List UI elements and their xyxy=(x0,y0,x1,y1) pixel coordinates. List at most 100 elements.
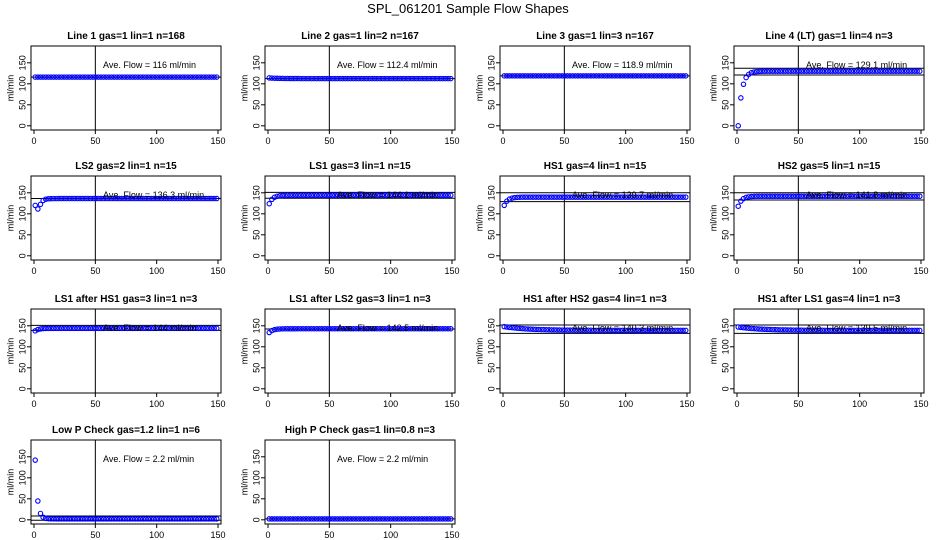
data-point xyxy=(195,74,202,80)
data-point xyxy=(643,73,650,79)
data-point xyxy=(614,194,621,200)
data-point xyxy=(334,192,341,199)
data-point xyxy=(898,68,905,74)
data-point xyxy=(543,73,550,79)
data-point xyxy=(384,325,391,332)
data-point xyxy=(416,325,422,332)
x-tick-label: 0 xyxy=(31,530,36,540)
data-point xyxy=(153,516,160,522)
y-tick-label: 50 xyxy=(251,494,261,504)
data-point xyxy=(371,516,378,522)
y-tick-label: 150 xyxy=(17,318,27,333)
data-point xyxy=(885,327,891,334)
data-point xyxy=(87,195,94,202)
y-tick-label: 100 xyxy=(17,339,27,354)
data-point xyxy=(675,194,681,200)
data-point xyxy=(295,192,301,199)
data-point xyxy=(540,194,547,200)
y-tick-label: 0 xyxy=(251,253,261,258)
data-point xyxy=(880,193,886,199)
data-point xyxy=(158,516,165,522)
data-point xyxy=(169,516,175,522)
data-point xyxy=(817,193,823,199)
data-point xyxy=(895,193,902,199)
data-point xyxy=(656,194,663,200)
data-point xyxy=(509,195,515,201)
x-tick-label: 100 xyxy=(618,266,633,276)
data-point xyxy=(640,73,647,79)
data-point xyxy=(137,325,144,332)
data-point xyxy=(411,192,417,199)
data-point xyxy=(811,327,818,334)
data-point xyxy=(45,196,52,202)
data-point xyxy=(43,196,49,202)
data-point xyxy=(271,326,278,333)
data-point xyxy=(292,75,299,82)
data-point xyxy=(334,516,341,522)
data-point xyxy=(311,75,317,82)
data-point xyxy=(308,192,315,199)
data-point xyxy=(405,75,412,82)
data-point xyxy=(548,327,555,333)
average-flow-annotation: Ave. Flow = 2.2 ml/min xyxy=(103,454,194,464)
data-point xyxy=(867,68,873,74)
data-point xyxy=(864,327,870,334)
x-tick-label: 150 xyxy=(913,399,928,409)
data-point xyxy=(448,75,454,82)
data-point xyxy=(580,73,586,79)
panel-title: LS2 gas=2 lin=1 n=15 xyxy=(75,161,177,172)
data-point xyxy=(374,192,380,199)
data-point xyxy=(200,516,207,522)
data-point xyxy=(140,516,146,522)
data-point xyxy=(174,516,181,522)
data-point xyxy=(164,516,170,522)
data-point xyxy=(40,514,46,520)
data-point xyxy=(806,193,813,199)
data-point xyxy=(672,73,678,79)
panel-12: HS1 after LS1 gas=4 lin=1 n=3 0 50 100 150 0 5… xyxy=(708,294,928,409)
data-point xyxy=(530,194,536,200)
data-point xyxy=(305,192,312,199)
y-tick-label: 0 xyxy=(251,123,261,128)
data-point xyxy=(40,74,46,80)
data-point xyxy=(619,327,626,334)
data-point xyxy=(376,516,383,522)
data-point xyxy=(738,95,744,101)
y-axis-label: ml/min xyxy=(708,338,718,365)
data-point xyxy=(877,327,884,334)
data-point xyxy=(342,192,349,199)
data-point xyxy=(108,195,115,202)
data-point xyxy=(369,75,375,82)
panel-3: Line 3 gas=1 lin=3 n=167 0 50 100 150 0 50 100 1… xyxy=(474,31,694,146)
y-axis-label: ml/min xyxy=(239,205,249,232)
data-point xyxy=(519,194,526,200)
panel-6: LS1 gas=3 lin=1 n=150 50 100 150050100150ml… xyxy=(239,161,459,276)
data-point xyxy=(108,74,115,80)
data-point xyxy=(61,325,67,332)
data-point xyxy=(71,325,78,332)
data-point xyxy=(174,195,181,202)
data-point xyxy=(614,327,621,334)
data-point xyxy=(77,325,83,332)
data-point xyxy=(129,195,136,202)
data-point xyxy=(382,75,388,82)
data-point xyxy=(654,73,660,79)
data-point xyxy=(382,516,388,522)
plot-area: Ave. Flow = 139.7 ml/min xyxy=(500,176,690,260)
data-point xyxy=(208,325,215,332)
data-point xyxy=(588,73,594,79)
data-point xyxy=(803,327,810,333)
data-point xyxy=(95,516,102,522)
data-point xyxy=(342,75,349,82)
data-point xyxy=(145,325,152,332)
data-point xyxy=(564,327,571,333)
data-point xyxy=(811,193,818,199)
data-point xyxy=(282,516,288,522)
panel-5: LS2 gas=2 lin=1 n=150 50 100 150050100150ml… xyxy=(5,161,225,276)
data-point xyxy=(121,195,128,202)
data-point xyxy=(564,73,571,79)
data-point xyxy=(898,327,905,334)
data-point xyxy=(198,195,204,202)
data-point xyxy=(363,75,370,82)
data-point xyxy=(437,325,443,332)
